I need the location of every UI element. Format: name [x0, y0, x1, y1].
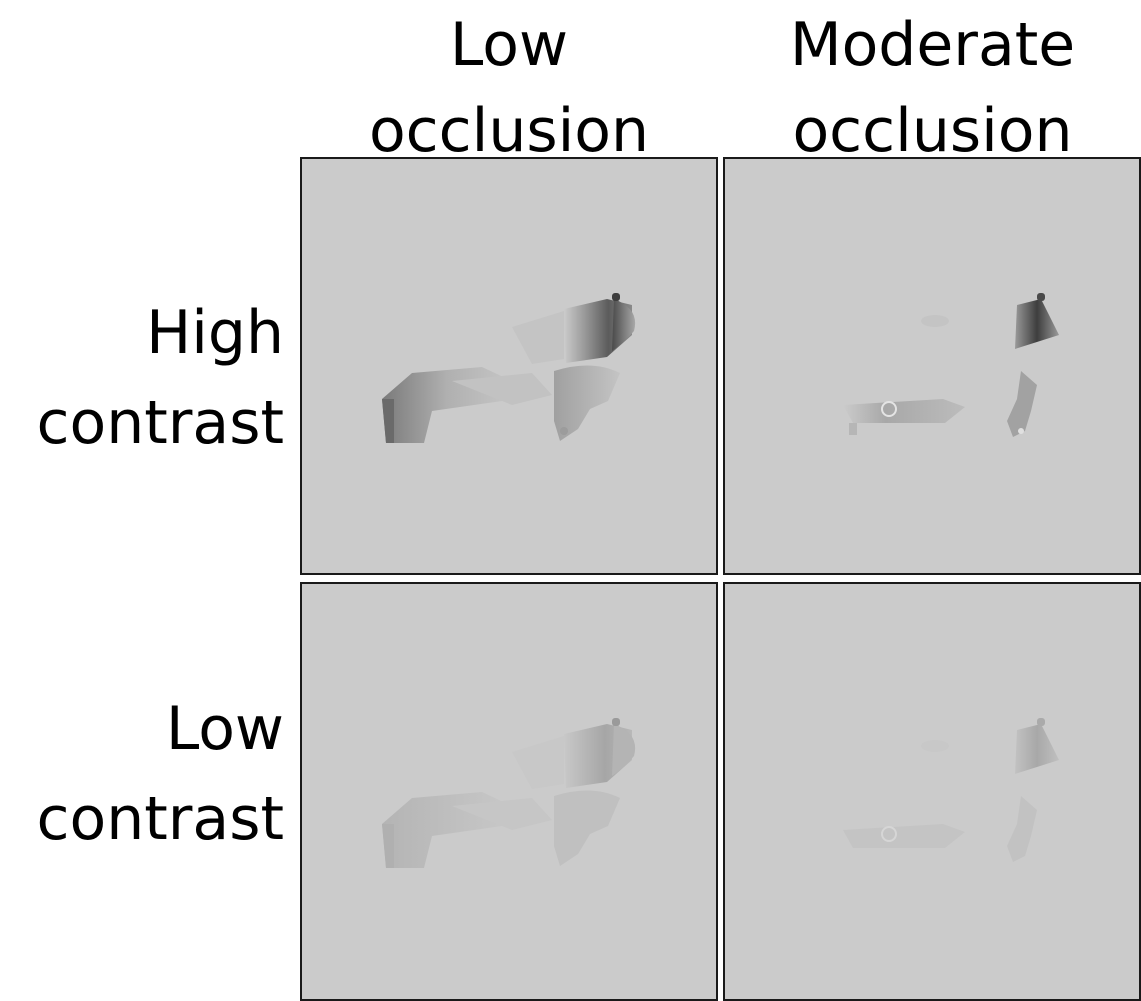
- row-header-line: High: [146, 298, 284, 368]
- column-header-low-occlusion: Low occlusion: [300, 2, 718, 174]
- column-header-line: Moderate: [789, 10, 1076, 80]
- cannon-icon: [843, 293, 1059, 437]
- row-header-line: Low: [165, 694, 284, 764]
- column-header-moderate-occlusion: Moderate occlusion: [724, 2, 1141, 174]
- row-header-line: contrast: [36, 784, 284, 854]
- cannon-icon: [843, 718, 1059, 862]
- cannon-icon: [382, 293, 636, 443]
- cannon-icon: [382, 718, 636, 868]
- row-header-line: contrast: [36, 388, 284, 458]
- panel-low-contrast-moderate-occlusion: [723, 582, 1141, 1001]
- column-header-line: occlusion: [792, 96, 1073, 166]
- column-header-line: Low: [449, 10, 569, 80]
- panel-high-contrast-moderate-occlusion: [723, 157, 1141, 575]
- row-header-high-contrast: High contrast: [37, 288, 284, 468]
- panel-low-contrast-low-occlusion: [300, 582, 718, 1001]
- row-header-low-contrast: Low contrast: [37, 684, 284, 864]
- column-header-line: occlusion: [368, 96, 650, 166]
- panel-high-contrast-low-occlusion: [300, 157, 718, 575]
